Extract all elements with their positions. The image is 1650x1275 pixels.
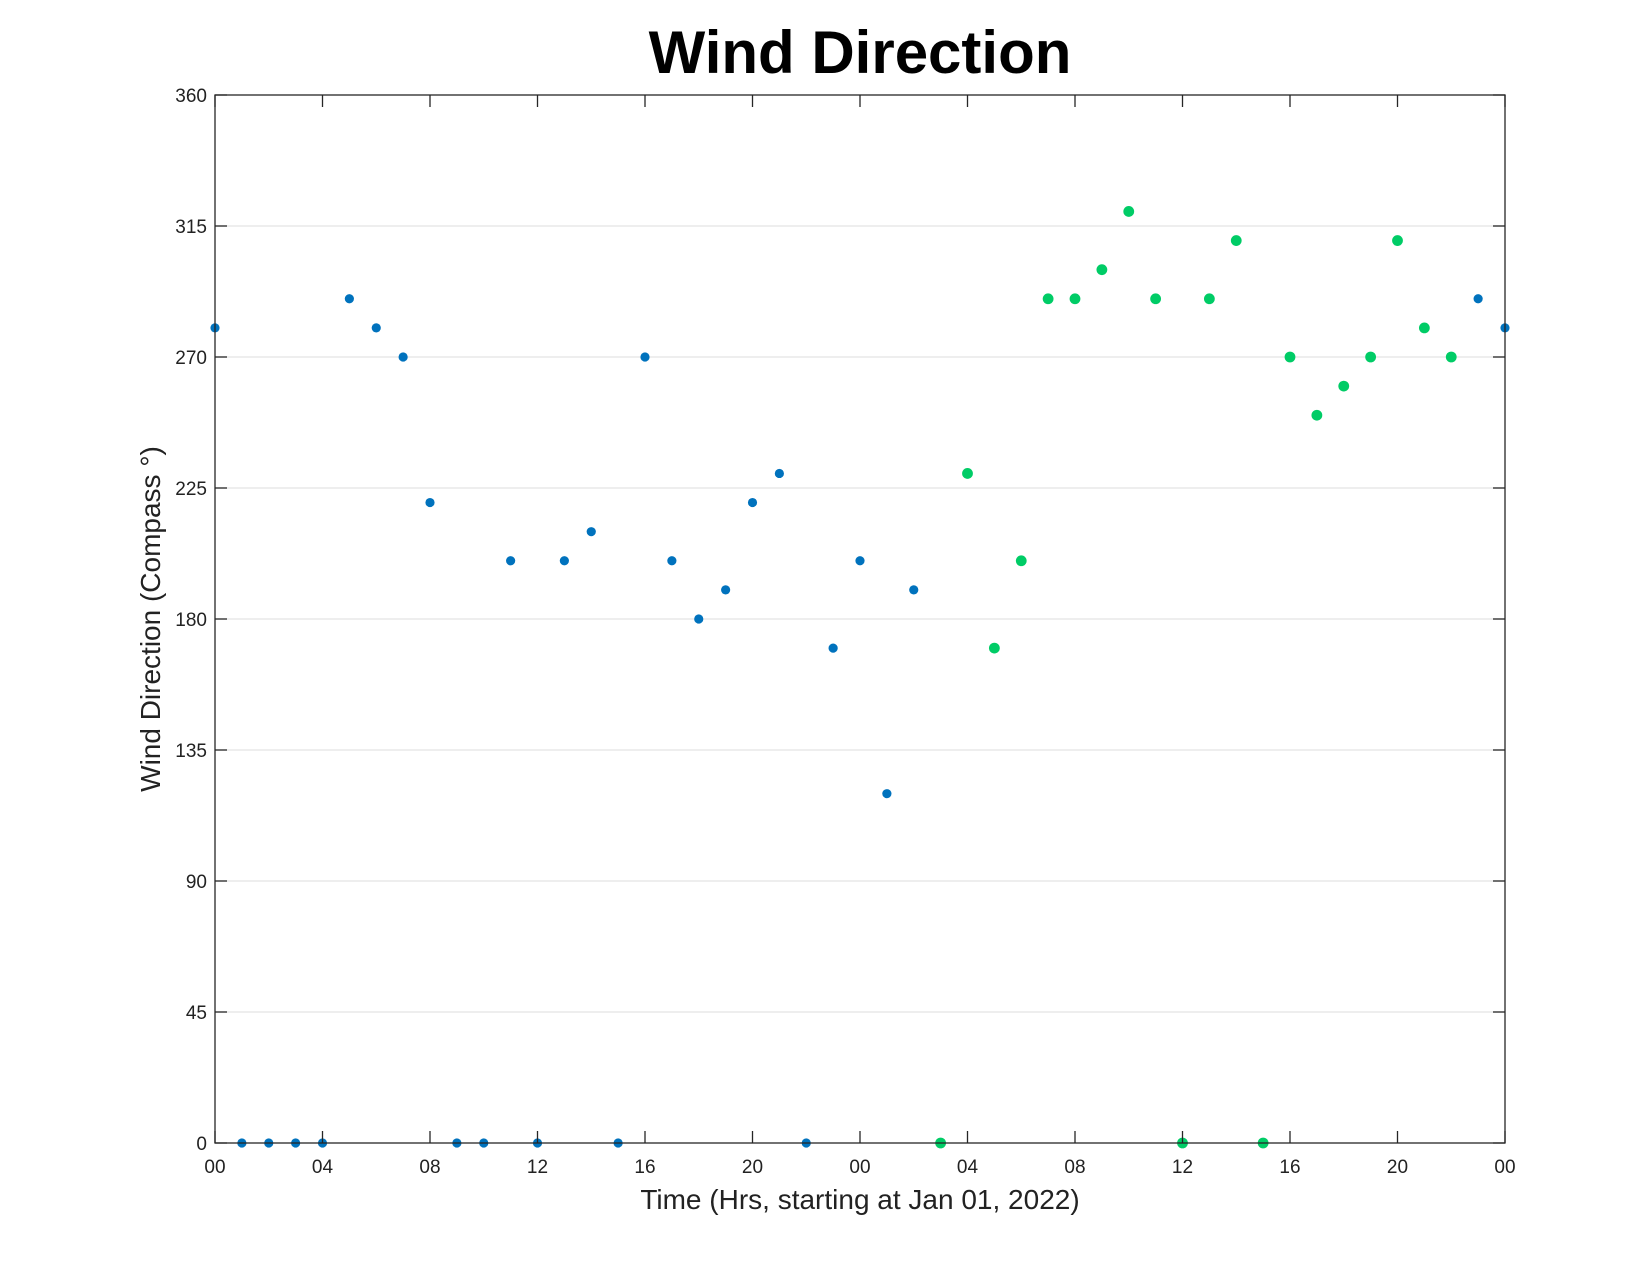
x-tick-label: 00	[204, 1157, 225, 1178]
data-point	[1069, 293, 1081, 305]
x-tick-label: 12	[1172, 1157, 1193, 1178]
data-point	[1203, 293, 1215, 305]
data-point	[1473, 294, 1483, 304]
data-point	[1338, 380, 1350, 392]
x-tick-label: 16	[1279, 1157, 1300, 1178]
data-point	[640, 352, 650, 362]
data-point	[1392, 235, 1403, 246]
data-point	[1284, 351, 1296, 363]
data-point	[425, 497, 435, 508]
data-point	[1311, 409, 1323, 421]
data-point	[909, 585, 919, 595]
x-tick-label: 20	[1387, 1157, 1408, 1178]
data-point	[828, 643, 838, 653]
x-tick-label: 20	[742, 1157, 763, 1178]
data-point	[747, 497, 758, 508]
data-point	[344, 294, 354, 304]
ticks-layer: 0 45 90 135 180 225 270 315 360 00 04 08 12 16 20 00 04 0…	[175, 86, 1515, 1178]
x-tick-label: 08	[419, 1157, 440, 1178]
data-point	[398, 352, 408, 362]
grid-layer	[215, 225, 1505, 1013]
data-point	[1365, 351, 1377, 363]
y-tick-label: 315	[175, 217, 207, 238]
data-point	[882, 789, 892, 799]
data-point	[586, 527, 596, 537]
y-tick-label: 360	[175, 86, 207, 107]
data-point	[667, 556, 677, 566]
y-tick-label: 225	[175, 479, 207, 500]
y-tick-label: 45	[186, 1003, 207, 1024]
x-tick-label: 04	[957, 1157, 979, 1178]
y-tick-label: 135	[175, 741, 207, 762]
data-point	[1042, 293, 1054, 305]
y-tick-label: 270	[175, 348, 207, 369]
y-tick-label: 0	[196, 1134, 207, 1155]
x-tick-label: 08	[1064, 1157, 1085, 1178]
x-axis-label: Time (Hrs, starting at Jan 01, 2022)	[640, 1184, 1079, 1215]
data-point	[559, 556, 569, 566]
x-tick-label: 00	[1494, 1157, 1515, 1178]
data-point	[1445, 351, 1457, 363]
data-point	[371, 323, 381, 333]
data-point	[694, 614, 704, 624]
points-layer	[210, 206, 1510, 1149]
x-tick-label: 00	[849, 1157, 870, 1178]
data-point	[1418, 322, 1430, 334]
data-point	[1123, 206, 1135, 217]
x-tick-label: 12	[527, 1157, 548, 1178]
data-point	[1096, 264, 1108, 276]
data-point	[962, 468, 973, 479]
x-tick-label: 04	[312, 1157, 334, 1178]
data-point	[774, 468, 784, 479]
plot-frame	[214, 94, 1506, 1144]
chart-title: Wind Direction	[649, 19, 1072, 86]
data-point	[506, 556, 516, 566]
data-point	[721, 585, 731, 595]
y-tick-label: 90	[186, 872, 207, 893]
data-point	[1230, 235, 1242, 246]
x-tick-label: 16	[634, 1157, 655, 1178]
data-point	[1150, 293, 1162, 305]
y-axis-label: Wind Direction (Compass °)	[135, 446, 166, 792]
data-point	[1015, 555, 1027, 567]
data-point	[988, 642, 1000, 654]
y-tick-label: 180	[175, 610, 207, 631]
data-point	[855, 556, 865, 566]
